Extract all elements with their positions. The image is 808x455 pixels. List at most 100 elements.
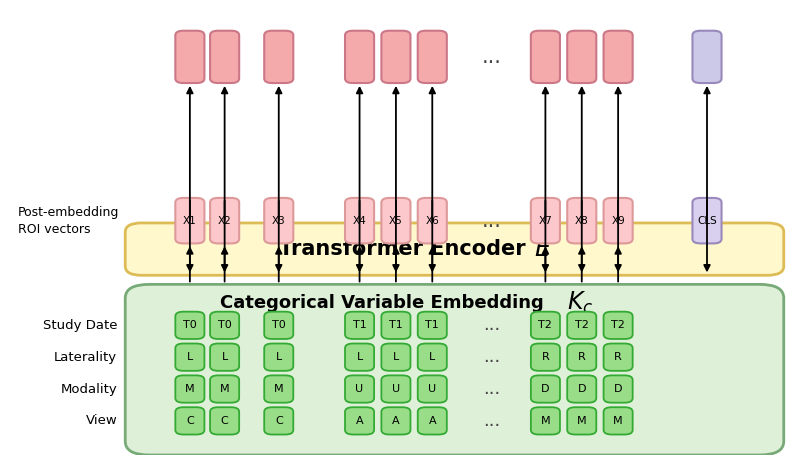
FancyBboxPatch shape [175, 344, 204, 371]
FancyBboxPatch shape [418, 344, 447, 371]
Text: M: M [220, 384, 229, 394]
Text: Categorical Variable Embedding: Categorical Variable Embedding [221, 294, 544, 313]
FancyBboxPatch shape [418, 312, 447, 339]
FancyBboxPatch shape [345, 344, 374, 371]
Text: D: D [578, 384, 586, 394]
FancyBboxPatch shape [692, 31, 722, 83]
Text: R: R [578, 352, 586, 362]
Text: CLS: CLS [697, 216, 717, 226]
FancyBboxPatch shape [604, 375, 633, 403]
Text: X5: X5 [389, 216, 403, 226]
Text: R: R [541, 352, 549, 362]
Text: M: M [577, 416, 587, 426]
FancyBboxPatch shape [264, 312, 293, 339]
Text: X3: X3 [271, 216, 286, 226]
Text: T1: T1 [389, 320, 403, 330]
Text: M: M [613, 416, 623, 426]
FancyBboxPatch shape [210, 31, 239, 83]
FancyBboxPatch shape [381, 312, 410, 339]
Text: A: A [356, 416, 364, 426]
FancyBboxPatch shape [531, 312, 560, 339]
Text: ...: ... [482, 380, 500, 398]
FancyBboxPatch shape [345, 407, 374, 435]
Text: D: D [541, 384, 549, 394]
Text: M: M [274, 384, 284, 394]
Text: T1: T1 [425, 320, 440, 330]
Text: U: U [428, 384, 436, 394]
FancyBboxPatch shape [210, 198, 239, 243]
FancyBboxPatch shape [604, 31, 633, 83]
FancyBboxPatch shape [692, 198, 722, 243]
FancyBboxPatch shape [264, 198, 293, 243]
FancyBboxPatch shape [381, 31, 410, 83]
FancyBboxPatch shape [531, 198, 560, 243]
FancyBboxPatch shape [604, 407, 633, 435]
Text: T0: T0 [183, 320, 197, 330]
FancyBboxPatch shape [531, 344, 560, 371]
FancyBboxPatch shape [381, 198, 410, 243]
Text: D: D [614, 384, 622, 394]
Text: Transformer Encoder: Transformer Encoder [279, 239, 525, 259]
Text: ...: ... [482, 316, 500, 334]
FancyBboxPatch shape [531, 31, 560, 83]
FancyBboxPatch shape [175, 312, 204, 339]
FancyBboxPatch shape [381, 407, 410, 435]
Text: C: C [186, 416, 194, 426]
Text: M: M [541, 416, 550, 426]
Text: L: L [221, 352, 228, 362]
Text: X1: X1 [183, 216, 197, 226]
Text: X9: X9 [611, 216, 625, 226]
FancyBboxPatch shape [264, 344, 293, 371]
FancyBboxPatch shape [264, 31, 293, 83]
Text: Study Date: Study Date [43, 319, 117, 332]
FancyBboxPatch shape [125, 284, 784, 455]
Text: T2: T2 [538, 320, 553, 330]
FancyBboxPatch shape [567, 31, 596, 83]
Text: X8: X8 [574, 216, 589, 226]
FancyBboxPatch shape [604, 312, 633, 339]
FancyBboxPatch shape [345, 198, 374, 243]
Text: X4: X4 [352, 216, 367, 226]
FancyBboxPatch shape [264, 407, 293, 435]
FancyBboxPatch shape [567, 407, 596, 435]
FancyBboxPatch shape [418, 375, 447, 403]
FancyBboxPatch shape [381, 344, 410, 371]
FancyBboxPatch shape [567, 375, 596, 403]
Text: L: L [276, 352, 282, 362]
FancyBboxPatch shape [264, 375, 293, 403]
Text: ...: ... [482, 348, 500, 366]
FancyBboxPatch shape [418, 198, 447, 243]
FancyBboxPatch shape [345, 312, 374, 339]
FancyBboxPatch shape [210, 375, 239, 403]
Text: T2: T2 [611, 320, 625, 330]
Text: R: R [614, 352, 622, 362]
Text: View: View [86, 415, 117, 427]
FancyBboxPatch shape [345, 375, 374, 403]
Text: U: U [392, 384, 400, 394]
FancyBboxPatch shape [345, 31, 374, 83]
FancyBboxPatch shape [531, 375, 560, 403]
Text: A: A [428, 416, 436, 426]
Text: T1: T1 [352, 320, 367, 330]
FancyBboxPatch shape [567, 312, 596, 339]
Text: C: C [221, 416, 229, 426]
Text: C: C [275, 416, 283, 426]
Text: X7: X7 [538, 216, 553, 226]
FancyBboxPatch shape [567, 344, 596, 371]
FancyBboxPatch shape [210, 312, 239, 339]
FancyBboxPatch shape [531, 407, 560, 435]
Text: $\mathit{E}$: $\mathit{E}$ [534, 237, 552, 261]
Text: X6: X6 [425, 216, 440, 226]
FancyBboxPatch shape [175, 375, 204, 403]
Text: A: A [392, 416, 400, 426]
FancyBboxPatch shape [210, 344, 239, 371]
Text: L: L [429, 352, 436, 362]
Text: Laterality: Laterality [54, 351, 117, 364]
Text: L: L [393, 352, 399, 362]
FancyBboxPatch shape [210, 407, 239, 435]
FancyBboxPatch shape [175, 407, 204, 435]
Text: M: M [185, 384, 195, 394]
FancyBboxPatch shape [175, 31, 204, 83]
Text: ...: ... [482, 211, 501, 231]
Text: Modality: Modality [61, 383, 117, 395]
